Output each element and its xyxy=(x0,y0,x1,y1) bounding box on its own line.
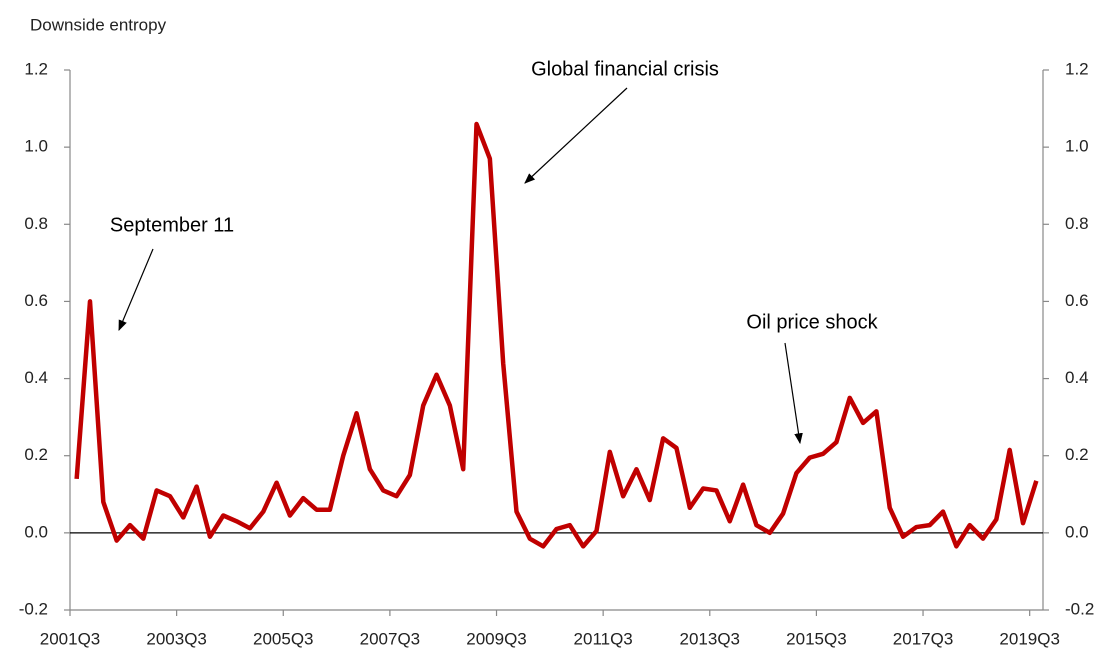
annotation-arrow xyxy=(524,87,628,184)
y-tick-label: 0.0 xyxy=(24,522,48,541)
y-tick-label: 0.6 xyxy=(24,291,48,310)
annotation-arrow xyxy=(118,248,154,331)
data-line xyxy=(74,121,1039,549)
y-axis-label: Downside entropy xyxy=(30,15,167,34)
y2-tick-label: 0.0 xyxy=(1065,522,1089,541)
x-tick-label: 2005Q3 xyxy=(253,629,314,648)
annotation: September 11 xyxy=(110,214,234,236)
y2-tick-label: 1.0 xyxy=(1065,137,1089,156)
x-tick-label: 2015Q3 xyxy=(786,629,847,648)
x-tick-label: 2007Q3 xyxy=(360,629,421,648)
y2-tick-label: 0.6 xyxy=(1065,291,1089,310)
x-tick-label: 2019Q3 xyxy=(999,629,1060,648)
x-tick-label: 2001Q3 xyxy=(40,629,101,648)
y2-tick-label: 0.2 xyxy=(1065,445,1089,464)
y2-tick-label: 0.4 xyxy=(1065,368,1089,387)
y2-tick-label: 0.8 xyxy=(1065,214,1089,233)
x-tick-label: 2003Q3 xyxy=(146,629,207,648)
y-tick-label: 0.8 xyxy=(24,214,48,233)
y-tick-label: 1.2 xyxy=(24,59,48,78)
x-tick-label: 2009Q3 xyxy=(466,629,527,648)
y2-tick-label: -0.2 xyxy=(1065,599,1094,618)
x-tick-label: 2013Q3 xyxy=(680,629,741,648)
y-tick-label: 1.0 xyxy=(24,137,48,156)
y2-tick-label: 1.2 xyxy=(1065,59,1089,78)
annotation-arrow xyxy=(784,342,803,445)
x-tick-label: 2017Q3 xyxy=(893,629,954,648)
annotation: Oil price shock xyxy=(746,311,878,333)
annotation: Global financial crisis xyxy=(531,58,719,80)
y-tick-label: 0.2 xyxy=(24,445,48,464)
y-tick-label: 0.4 xyxy=(24,368,48,387)
x-tick-label: 2011Q3 xyxy=(574,629,633,648)
y-tick-label: -0.2 xyxy=(19,599,48,618)
